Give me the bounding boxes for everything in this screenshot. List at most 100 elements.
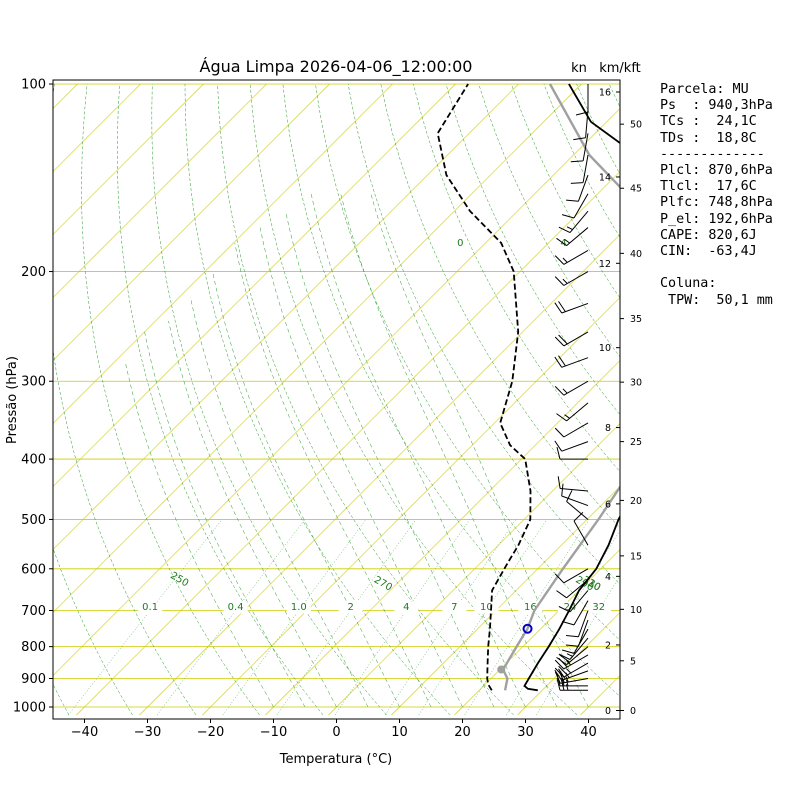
moist-adiabat-line <box>259 227 463 708</box>
dry-adiabat-line <box>478 83 620 358</box>
x-tick-label: 30 <box>517 725 534 740</box>
km-tick-label: 2 <box>605 640 611 651</box>
wind-barb <box>561 483 589 507</box>
y-tick-label: 500 <box>21 513 46 528</box>
isotherm-line <box>53 83 267 298</box>
mixing-ratio-label-bg <box>474 601 499 614</box>
lcl-marker <box>497 665 506 674</box>
wind-barb <box>557 476 589 492</box>
mixing-ratio-label: 4 <box>403 602 409 613</box>
wind-barb <box>554 250 589 265</box>
info-line: CAPE: 820,6J <box>660 227 757 243</box>
dry-adiabat-line <box>151 83 387 716</box>
isotherm-line <box>76 171 620 716</box>
wind-barb <box>554 271 589 286</box>
wind-barb <box>561 628 589 654</box>
x-tick-label: −10 <box>260 725 287 740</box>
kft-tick-label: 35 <box>630 314 642 325</box>
wind-barb <box>556 402 589 422</box>
dry-adiabat-line <box>445 83 620 416</box>
y-tick-label: 600 <box>21 562 46 577</box>
moist-adiabat-line <box>285 211 495 708</box>
isotherm-line <box>53 83 582 613</box>
dry-adiabat-line <box>772 84 800 715</box>
dewpoint-profile-line <box>436 83 532 691</box>
x-tick-label: 40 <box>580 725 597 740</box>
temperature-profile-line <box>523 83 620 692</box>
mixing-ratio-line <box>276 519 417 716</box>
wind-barb <box>554 301 589 314</box>
km-tick-label: 10 <box>599 343 611 354</box>
mixing-ratio-line <box>222 519 367 716</box>
mixing-ratio-label-bg <box>338 601 363 614</box>
dry-adiabat-line <box>53 83 197 716</box>
dry-adiabat-line <box>217 83 514 716</box>
moist-adiabat-line <box>190 297 369 708</box>
mixing-ratio-line <box>334 519 470 716</box>
wind-barb <box>554 654 589 670</box>
mixing-ratio-line <box>68 519 223 716</box>
info-line: CIN: -63,4J <box>660 244 757 260</box>
mixing-ratio-line <box>536 575 620 716</box>
y-tick-label: 400 <box>21 453 46 468</box>
mixing-ratio-label-bg <box>586 601 611 614</box>
kft-tick-label: 10 <box>630 605 642 616</box>
isotherm-line <box>53 83 330 361</box>
x-tick-label: −20 <box>197 725 224 740</box>
wind-barb <box>554 422 589 438</box>
dry-adiabat-line <box>249 83 578 716</box>
wind-barb <box>556 227 589 247</box>
dry-adiabat-line <box>53 547 133 716</box>
moist-adiabat-line <box>125 362 274 708</box>
mixing-ratio-line <box>418 519 548 716</box>
kft-tick-label: 25 <box>630 437 642 448</box>
info-line: ------------- <box>660 146 765 162</box>
x-tick-label: 0 <box>332 725 340 740</box>
dry-adiabat-line <box>117 83 324 716</box>
lfc-marker <box>522 623 533 634</box>
wind-barb <box>556 678 589 691</box>
dry-adiabat-line <box>347 83 620 585</box>
y-tick-label: 900 <box>21 672 46 687</box>
moist-adiabat-line <box>340 193 558 708</box>
km-tick-label: 4 <box>605 572 611 583</box>
wind-barb <box>556 579 589 599</box>
km-tick-label: 16 <box>599 87 611 98</box>
wind-barb <box>561 600 589 626</box>
kft-label: km/kft <box>599 61 641 76</box>
info-line: TCs : 24,1C <box>660 114 757 130</box>
mixing-ratio-label-bg <box>138 601 163 614</box>
y-axis-label: Pressão (hPa) <box>5 356 20 444</box>
mixing-ratio-label-bg <box>223 601 248 614</box>
mixing-ratio-label-bg <box>286 601 311 614</box>
y-tick-label: 200 <box>21 265 46 280</box>
isotherm-line <box>53 83 456 487</box>
y-tick-label: 700 <box>21 604 46 619</box>
x-tick-label: −30 <box>134 725 161 740</box>
km-tick-label: 14 <box>599 172 611 183</box>
moist-adiabat-line <box>144 331 306 708</box>
dry-adiabat-line <box>413 83 620 473</box>
wind-barb <box>556 646 589 666</box>
moist-adiabat-line <box>310 193 526 708</box>
theta-e-label: 270 <box>372 575 394 594</box>
parcel-profile-line <box>501 83 620 691</box>
wind-barb <box>566 174 589 202</box>
isotherm-line <box>328 423 620 716</box>
info-line: P_el: 192,6hPa <box>660 211 773 227</box>
isotherm-line <box>265 360 620 716</box>
wind-barb <box>566 619 589 647</box>
kft-tick-label: 45 <box>630 184 642 195</box>
kn-label: kn <box>571 61 587 76</box>
kft-tick-label: 0 <box>630 706 636 717</box>
mixing-ratio-label: 32 <box>592 602 605 613</box>
mixing-ratio-label-bg <box>442 601 467 614</box>
x-axis-label: Temperatura (°C) <box>279 752 392 767</box>
isotherm-line <box>53 83 519 550</box>
wind-barb <box>573 109 589 141</box>
wind-barb <box>554 331 589 347</box>
theta-e-label: 250 <box>168 570 190 589</box>
x-tick-label: −40 <box>71 725 98 740</box>
moist-adiabat-line <box>234 242 432 708</box>
